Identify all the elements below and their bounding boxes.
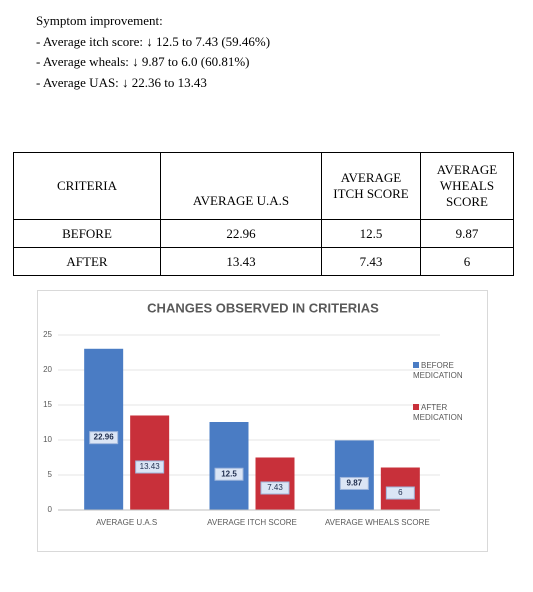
chart-title: CHANGES OBSERVED IN CRITERIAS: [147, 300, 379, 315]
data-label: 13.43: [140, 462, 161, 471]
header-cell: CRITERIA: [13, 152, 161, 220]
chart-area: CHANGES OBSERVED IN CRITERIAS 0 5 10 15 20 25…: [37, 290, 488, 552]
header-cell: AVERAGE WHEALS SCORE: [420, 152, 514, 220]
legend-label: BEFORE MEDICATION: [413, 361, 463, 380]
chart: CHANGES OBSERVED IN CRITERIAS 0 5 10 15 20 25…: [43, 300, 440, 527]
data-label: 7.43: [267, 483, 283, 492]
y-tick-label: 0: [48, 505, 53, 514]
y-tick-label: 15: [43, 400, 52, 409]
header-cell: AVERAGE U.A.S: [160, 152, 322, 220]
legend-swatch: [413, 404, 419, 410]
y-tick-label: 5: [48, 470, 53, 479]
bar: [209, 422, 249, 511]
data-label-box: [385, 486, 415, 500]
bar: [334, 440, 374, 511]
cell: 22.96: [160, 219, 322, 248]
cell: BEFORE: [13, 219, 161, 248]
legend-label: AFTER MEDICATION: [413, 403, 463, 422]
summary-item: - Average UAS: ↓ 22.36 to 13.43: [36, 74, 207, 90]
data-label: 12.5: [221, 469, 237, 478]
header-cell: AVERAGE ITCH SCORE: [321, 152, 421, 220]
data-label-box: [339, 476, 369, 490]
legend-item: BEFORE MEDICATION: [413, 361, 483, 381]
legend-swatch: [413, 362, 419, 368]
cell: 7.43: [321, 247, 421, 276]
x-tick-label: AVERAGE U.A.S: [96, 518, 157, 527]
data-label: 22.96: [94, 433, 115, 442]
legend-item: AFTER MEDICATION: [413, 403, 483, 423]
cell: 13.43: [160, 247, 322, 276]
x-tick-label: AVERAGE ITCH SCORE: [207, 518, 297, 527]
x-tick-label: AVERAGE WHEALS SCORE: [325, 518, 430, 527]
data-label-box: [135, 460, 165, 474]
y-tick-label: 10: [43, 435, 52, 444]
y-tick-label: 25: [43, 330, 52, 339]
cell: AFTER: [13, 247, 161, 276]
summary-item: - Average wheals: ↓ 9.87 to 6.0 (60.81%): [36, 54, 250, 69]
cell: 12.5: [321, 219, 421, 248]
data-label-box: [89, 431, 119, 445]
data-label-box: [260, 481, 290, 495]
data-label-box: [214, 467, 244, 481]
criteria-table: CRITERIA AVERAGE U.A.S AVERAGE ITCH SCOR…: [13, 152, 514, 276]
data-label: 9.87: [347, 479, 363, 488]
y-tick-label: 20: [43, 365, 52, 374]
summary-heading: Symptom improvement:: [36, 13, 163, 28]
cell: 9.87: [420, 219, 514, 248]
bar: [84, 348, 124, 511]
summary: Symptom improvement: - Average itch scor…: [36, 11, 270, 93]
summary-item: - Average itch score: ↓ 12.5 to 7.43 (59…: [36, 33, 271, 49]
data-label: 6: [398, 488, 403, 497]
cell: 6: [420, 247, 514, 276]
